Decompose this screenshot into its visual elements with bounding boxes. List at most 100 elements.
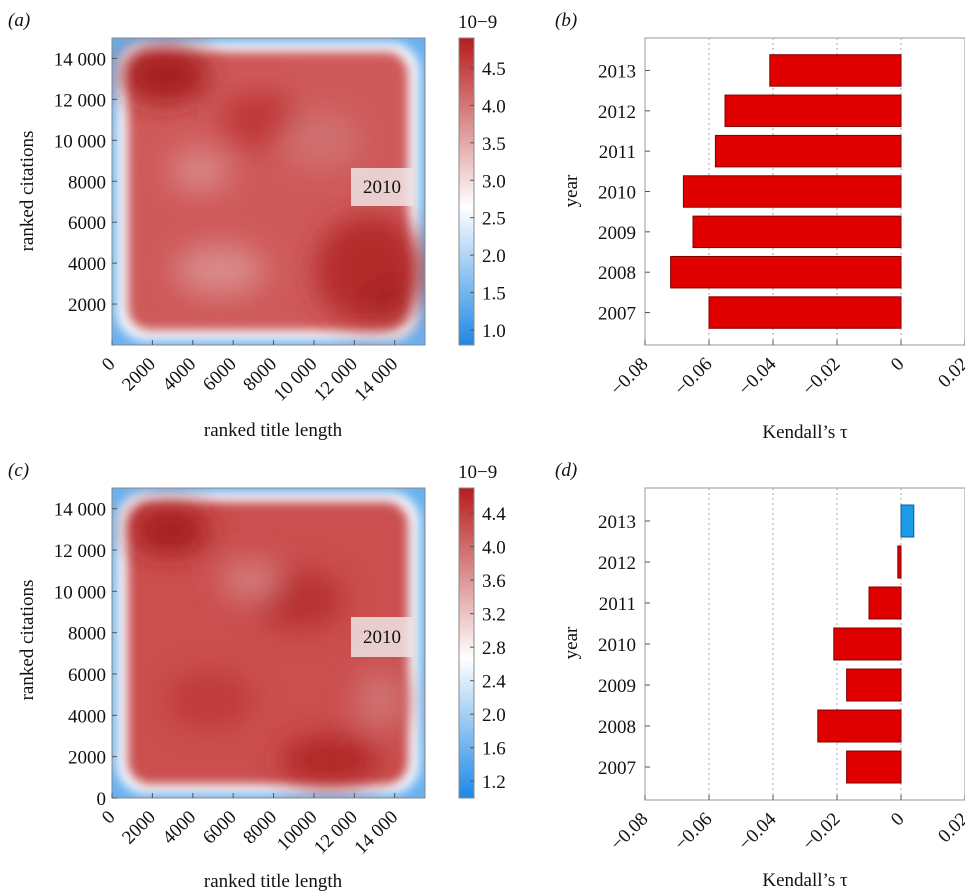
bar-b-ylabel: year [561,174,582,207]
colorbar-tick-label: 2.0 [482,246,506,267]
y-tick-label: 2009 [598,676,636,697]
heatmap-c-xlabel: ranked title length [204,871,343,891]
bar-d-ylabel: year [561,626,582,659]
colorbar-a-exponent: 10−9 [458,12,497,33]
y-tick-label: 2011 [599,142,636,163]
bar-b-xlabel: Kendall’s τ [762,422,848,443]
annotation-a-text: 2010 [363,177,401,198]
bar-2011 [714,134,902,168]
colorbar-tick-label: 1.2 [482,772,506,793]
heatmap-c-frame [111,487,426,799]
colorbar-tick-label: 3.2 [482,605,506,626]
colorbar-tick-label: 4.0 [482,96,506,117]
panel-d: (d) 2007 2008 2009 2010 2011 2012 2013 −0.08 −0.… [555,460,965,891]
x-tick-label: −0.04 [735,808,781,854]
x-tick-label: 14 000 [350,354,402,406]
bar-2012 [724,94,902,128]
y-tick-label: 14 000 [54,49,106,70]
y-tick-label: 2013 [598,512,636,533]
y-tick-label: 4000 [68,706,106,727]
x-tick-label: 0.02 [934,354,965,392]
bar-2008 [670,255,902,289]
x-tick-label: 0 [98,354,120,376]
x-tick-label: −0.08 [607,354,653,400]
x-tick-label: −0.06 [671,809,717,855]
panel-b-label: (b) [555,10,577,31]
y-tick-label: 2011 [599,594,636,615]
colorbar-tick-label: 4.4 [482,504,506,525]
bar-2012 [897,545,902,579]
colorbar-tick-label: 4.0 [482,538,506,559]
y-tick-label: 10 000 [54,582,106,603]
bar-d-xlabel: Kendall’s τ [762,870,848,891]
y-tick-label: 2012 [598,102,636,123]
annotation-c-text: 2010 [363,627,401,648]
heatmap-a-ylabel: ranked citations [17,131,38,252]
x-tick-label: 0 [887,354,909,376]
x-tick-label: 2000 [118,807,160,849]
x-tick-label: 14 000 [350,807,402,859]
x-tick-label: 12 000 [310,354,362,406]
colorbar-a: 10−9 1.0 1.5 2.0 2.5 3.0 3.5 4.0 4.5 [458,12,506,346]
panel-d-label: (d) [555,460,577,481]
panel-a-label: (a) [8,10,30,31]
y-tick-label: 12 000 [54,541,106,562]
bar-2013 [769,54,902,87]
bar-2011 [868,586,902,620]
y-tick-label: 2008 [598,717,636,738]
x-tick-label: 0.02 [934,809,965,847]
colorbar-tick-label: 3.0 [482,171,506,192]
x-tick-label: 10 000 [270,354,322,406]
heatmap-c-ylabel: ranked citations [17,580,38,701]
y-tick-label: 2007 [598,758,636,779]
y-tick-label: 2012 [598,553,636,574]
bar-2007 [846,750,902,784]
y-tick-label: 0 [97,789,107,810]
y-tick-label: 8000 [68,172,106,193]
colorbar-tick-label: 1.5 [482,284,506,305]
x-tick-label: −0.08 [607,809,653,855]
panel-c-label: (c) [8,460,29,481]
colorbar-tick-label: 3.6 [482,571,506,592]
y-tick-label: 2013 [598,61,636,82]
colorbar-c-gradient [458,487,475,799]
panel-b: (b) 2007 2008 2009 2010 2011 2012 2013 −0.08 −0.… [555,10,965,443]
y-tick-label: 2009 [598,223,636,244]
colorbar-a-gradient [458,37,475,346]
colorbar-tick-label: 2.0 [482,705,506,726]
y-tick-label: 12 000 [54,90,106,111]
colorbar-tick-label: 2.8 [482,638,506,659]
colorbar-tick-label: 1.0 [482,321,506,342]
bar-2008 [817,709,902,743]
y-tick-label: 6000 [68,665,106,686]
heatmap-a [112,38,425,345]
colorbar-tick-label: 2.4 [482,672,506,693]
colorbar-tick-label: 4.5 [482,59,506,80]
y-tick-label: 6000 [68,213,106,234]
bar-d-frame [644,487,965,801]
heatmap-a-frame [111,37,426,346]
bar-2013 [900,504,915,538]
y-tick-label: 2010 [598,183,636,204]
x-tick-label: 0 [887,809,909,831]
heatmap-a-xlabel: ranked title length [204,420,343,441]
x-tick-label: −0.06 [671,354,717,400]
y-tick-label: 14 000 [54,500,106,521]
x-tick-label: 2000 [118,354,160,396]
bar-2007 [708,296,902,329]
x-tick-label: 4000 [159,354,201,396]
x-tick-label: −0.04 [735,353,781,399]
bar-2010 [682,175,902,208]
colorbar-tick-label: 3.5 [482,134,506,155]
y-tick-label: 8000 [68,624,106,645]
bar-2010 [833,627,902,661]
colorbar-tick-label: 1.6 [482,739,506,760]
y-tick-label: 2000 [68,748,106,769]
y-tick-label: 4000 [68,254,106,275]
y-tick-label: 2008 [598,263,636,284]
y-tick-label: 2010 [598,635,636,656]
x-tick-label: 4000 [159,807,201,849]
y-tick-label: 10 000 [54,131,106,152]
